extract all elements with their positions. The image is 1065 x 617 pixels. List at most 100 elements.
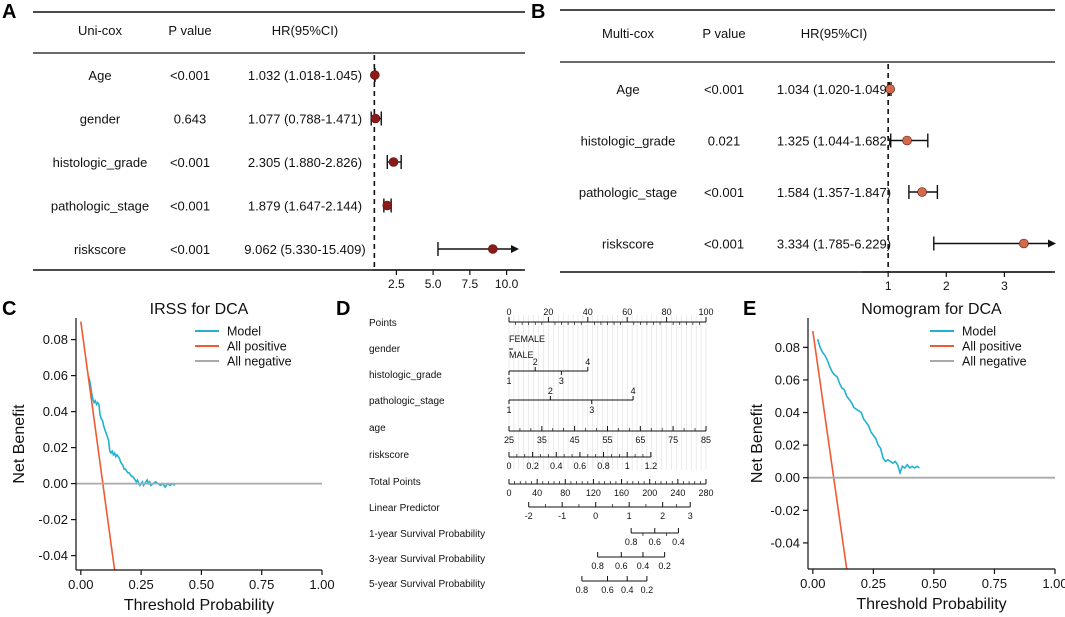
series-line-all-positive (812, 330, 848, 569)
nomogram-tick-label: 0.8 (576, 585, 589, 595)
forest-plot-univariate: Uni-cox P value HR(95%CI) Age <0.001 1.032 (1… (33, 11, 525, 291)
panel-label-e: E (743, 298, 756, 320)
nomogram-row-label: 1-year Survival Probability (369, 529, 485, 540)
y-tick-label: 0.04 (775, 405, 800, 420)
nomogram-tick-label: 0.2 (658, 561, 671, 571)
legend-label: All positive (962, 340, 1022, 354)
legend-label: All negative (962, 355, 1027, 369)
legend-label: All positive (227, 340, 287, 354)
nomogram-tick-label: 120 (586, 488, 601, 498)
hr-point (370, 113, 381, 124)
col-header-hr: HR(95%CI) (272, 23, 338, 38)
row-label: Age (88, 68, 111, 83)
x-tick-label: 0.00 (68, 577, 93, 592)
nomogram-tick-label: 100 (698, 307, 713, 317)
row-label: riskscore (602, 237, 654, 252)
y-tick-label: -0.02 (770, 503, 800, 518)
nomogram-category-label: FEMALE (509, 334, 545, 344)
nomogram-tick-label: 45 (570, 435, 580, 445)
x-axis-label: Threshold Probability (124, 597, 274, 614)
row-hr-text: 3.334 (1.785-6.229) (777, 237, 891, 252)
nomogram-tick-label: 0.6 (649, 537, 662, 547)
hr-point (370, 70, 380, 80)
nomogram-tick-label: 0.2 (641, 585, 654, 595)
nomogram-tick-label: 85 (701, 435, 711, 445)
nomogram-row-label: riskscore (369, 450, 409, 461)
series-line-model (816, 338, 920, 476)
nomogram-category-label: 3 (559, 376, 564, 386)
x-tick-label: 0.75 (982, 576, 1007, 591)
nomogram-tick-label: 35 (537, 435, 547, 445)
row-pvalue: <0.001 (704, 237, 744, 252)
nomogram-row-label: Total Points (369, 477, 421, 488)
row-pvalue: <0.001 (170, 199, 210, 214)
row-pvalue: <0.001 (704, 82, 744, 97)
row-pvalue: 0.021 (708, 134, 741, 149)
panel-label-b: B (531, 1, 545, 23)
y-tick-label: -0.02 (38, 512, 68, 527)
y-tick-label: 0.00 (43, 476, 68, 491)
x-tick-label: 10.0 (495, 277, 519, 291)
chart-title: IRSS for DCA (150, 301, 249, 318)
x-tick-label: 0.50 (921, 576, 946, 591)
y-tick-label: 0.02 (775, 438, 800, 453)
y-tick-label: 0.04 (43, 404, 68, 419)
y-tick-label: 0.02 (43, 440, 68, 455)
panel-label-a: A (2, 1, 16, 23)
nomogram-tick-label: 0 (506, 488, 511, 498)
x-tick-label: 0.25 (861, 576, 886, 591)
y-tick-label: 0.00 (775, 470, 800, 485)
nomogram-category-label: 1 (506, 405, 511, 415)
chart-title: Nomogram for DCA (861, 301, 1002, 318)
forest-plot-multivariate: Multi-cox P value HR(95%CI) Age <0.001 1.034 … (560, 9, 1056, 293)
row-hr-text: 1.584 (1.357-1.847) (777, 185, 891, 200)
nomogram-category-label: MALE (509, 350, 534, 360)
x-tick-label: 0.50 (189, 577, 214, 592)
hr-point (885, 84, 895, 94)
y-axis-label: Net Benefit (749, 403, 766, 483)
x-tick-label: 1.00 (309, 577, 334, 592)
nomogram-category-label: 2 (533, 357, 538, 367)
row-hr-text: 9.062 (5.330-15.409) (244, 242, 365, 257)
row-hr-text: 1.034 (1.020-1.049) (777, 82, 891, 97)
nomogram-tick-label: 0.8 (597, 461, 610, 471)
nomogram-tick-label: 1 (627, 511, 632, 521)
nomogram-row-label: gender (369, 344, 401, 355)
y-tick-label: 0.08 (43, 332, 68, 347)
nomogram-tick-label: 1 (625, 461, 630, 471)
legend-label: All negative (227, 355, 292, 369)
nomogram-tick-label: 0.8 (625, 537, 638, 547)
row-pvalue: <0.001 (704, 185, 744, 200)
nomogram-category-label: 1 (506, 376, 511, 386)
y-tick-label: 0.08 (775, 340, 800, 355)
nomogram-tick-label: 0.6 (601, 585, 614, 595)
x-axis-label: Threshold Probability (856, 596, 1006, 613)
legend-label: Model (962, 325, 996, 339)
nomogram-category-label: 4 (631, 386, 636, 396)
col-header-pvalue: P value (702, 26, 745, 41)
nomogram-category-label: 2 (548, 386, 553, 396)
nomogram-tick-label: 1.2 (645, 461, 658, 471)
plot-area (808, 330, 1055, 569)
col-header-hr: HR(95%CI) (801, 26, 867, 41)
legend-label: Model (227, 325, 261, 339)
y-axis-label: Net Benefit (11, 404, 28, 484)
nomogram-tick-label: 0.4 (637, 561, 650, 571)
nomogram-row-label: Points (369, 318, 397, 329)
panel-label-d: D (336, 298, 350, 320)
row-pvalue: <0.001 (170, 155, 210, 170)
nomogram-tick-label: 55 (602, 435, 612, 445)
nomogram-row-label: 5-year Survival Probability (369, 579, 485, 590)
row-label: histologic_grade (53, 155, 148, 170)
x-tick-label: 3 (1001, 279, 1008, 293)
nomogram-tick-label: 80 (662, 307, 672, 317)
y-tick-label: 0.06 (775, 372, 800, 387)
ci-arrow (511, 245, 519, 253)
row-label: pathologic_stage (579, 185, 677, 200)
ci-arrow (1048, 239, 1056, 248)
dca-chart-irss: IRSS for DCA 0.00 0.25 0.50 0.75 1.00 -0.04 -0.… (11, 301, 335, 614)
nomogram-tick-label: -2 (525, 511, 533, 521)
panel-label-c: C (2, 298, 16, 320)
